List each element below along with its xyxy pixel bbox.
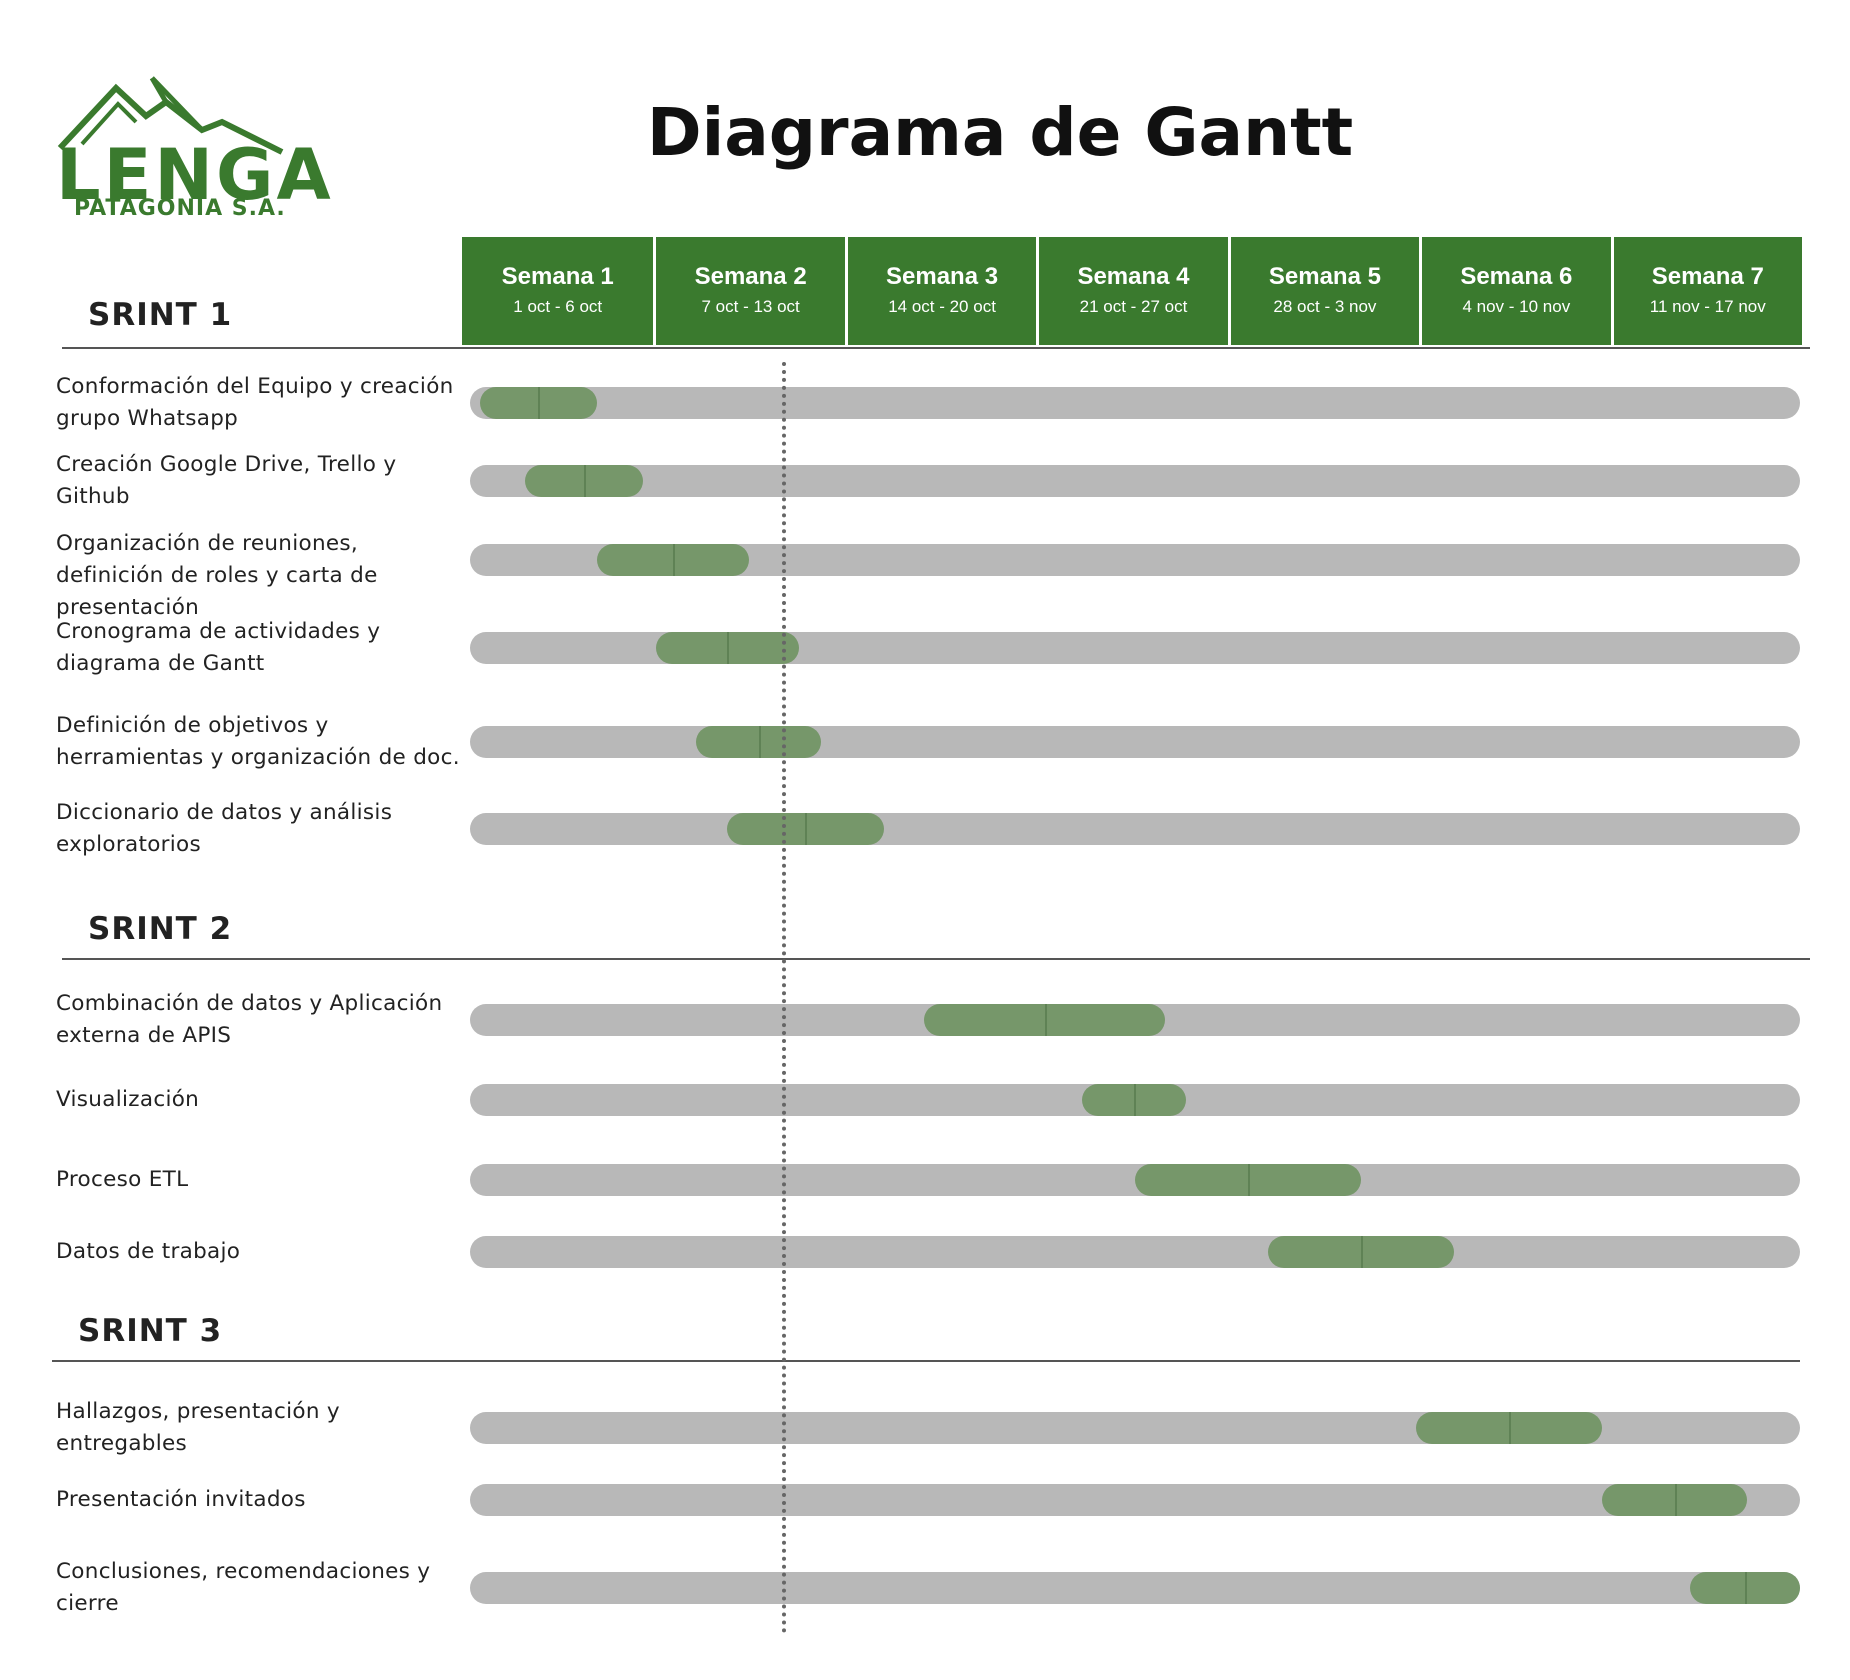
task-label: Visualización <box>56 1087 200 1112</box>
sprint-divider <box>62 347 1810 349</box>
week-label: Semana 5 <box>1268 263 1381 290</box>
task-label: Organización de reuniones, definición de… <box>56 531 378 620</box>
task-track <box>470 1572 1800 1604</box>
bar-divider <box>1361 1236 1364 1268</box>
task-bar <box>1602 1484 1747 1516</box>
bar-divider <box>1509 1412 1512 1444</box>
mountain-logo-icon <box>57 76 284 155</box>
task-bar <box>1689 1572 1800 1604</box>
task-bar <box>656 632 799 664</box>
sprint-heading: SRINT 3 <box>78 1313 223 1349</box>
task-bar <box>1268 1236 1455 1268</box>
bar-divider <box>1044 1004 1047 1036</box>
logo-subtitle: PATAGONIA S.A. <box>74 196 286 221</box>
week-dates: 11 nov - 17 nov <box>1649 297 1766 316</box>
week-label: Semana 3 <box>886 263 999 290</box>
task-label: Hallazgos, presentación y entregables <box>56 1399 340 1456</box>
sprint-heading: SRINT 2 <box>88 911 233 947</box>
logo-wordmark: LENGA <box>56 134 334 216</box>
task-track <box>470 1236 1800 1268</box>
week-label: Semana 2 <box>694 263 807 290</box>
week-header-3: Semana 3 14 oct - 20 oct <box>847 237 1037 345</box>
task-label: Proceso ETL <box>56 1167 189 1192</box>
task-label: Diccionario de datos y análisis explorat… <box>56 800 393 857</box>
company-logo: LENGA PATAGONIA S.A. <box>52 72 331 232</box>
task-label: Conclusiones, recomendaciones y cierre <box>56 1559 431 1616</box>
task-bar <box>1416 1412 1603 1444</box>
week-dates: 1 oct - 6 oct <box>513 297 603 316</box>
task-bar <box>696 726 822 758</box>
task-label: Combinación de datos y Aplicación extern… <box>56 991 443 1048</box>
task-label: Conformación del Equipo y creación grupo… <box>56 374 454 431</box>
task-label: Cronograma de actividades y diagrama de … <box>56 619 381 676</box>
week-label: Semana 1 <box>501 263 614 290</box>
bar-divider <box>758 726 761 758</box>
task-bar <box>1081 1084 1187 1116</box>
week-dates: 14 oct - 20 oct <box>888 297 996 316</box>
week-label: Semana 7 <box>1651 263 1764 290</box>
task-bar <box>525 465 643 497</box>
week-dates: 7 oct - 13 oct <box>701 297 800 316</box>
task-track <box>470 813 1800 845</box>
task-track <box>470 387 1800 419</box>
week-dates: 4 nov - 10 nov <box>1462 297 1571 316</box>
week-header-4: Semana 4 21 oct - 27 oct <box>1039 237 1228 345</box>
week-label: Semana 4 <box>1077 263 1190 290</box>
bar-divider <box>1248 1164 1251 1196</box>
bar-divider <box>673 544 676 576</box>
task-track <box>470 726 1800 758</box>
task-bar <box>924 1004 1166 1036</box>
task-bar <box>597 544 750 576</box>
task-bar <box>726 813 885 845</box>
current-date-marker <box>781 362 786 1634</box>
week-dates: 28 oct - 3 nov <box>1273 297 1377 316</box>
task-label: Presentación invitados <box>56 1487 306 1512</box>
task-track <box>470 465 1800 497</box>
bar-divider <box>727 632 730 664</box>
task-label: Datos de trabajo <box>56 1239 241 1264</box>
week-header-1: Semana 1 1 oct - 6 oct <box>462 237 654 345</box>
task-track <box>470 1484 1800 1516</box>
week-header-5: Semana 5 28 oct - 3 nov <box>1230 237 1420 345</box>
bar-divider <box>1674 1484 1677 1516</box>
sprint-heading: SRINT 1 <box>88 297 233 333</box>
task-label: Creación Google Drive, Trello y Github <box>56 452 397 509</box>
bar-divider <box>1744 1572 1747 1604</box>
task-label: Definición de objetivos y herramientas y… <box>56 713 460 770</box>
sprint-divider <box>62 958 1810 960</box>
sprint-divider <box>52 1360 1800 1362</box>
week-label: Semana 6 <box>1460 263 1573 290</box>
week-header-7: Semana 7 11 nov - 17 nov <box>1613 237 1802 345</box>
bar-divider <box>1134 1084 1137 1116</box>
week-header-2: Semana 2 7 oct - 13 oct <box>656 237 845 345</box>
bar-divider <box>583 465 586 497</box>
task-bar <box>479 387 598 419</box>
week-dates: 21 oct - 27 oct <box>1079 297 1188 316</box>
bar-divider <box>805 813 808 845</box>
bar-divider <box>538 387 541 419</box>
page-title: Diagrama de Gantt <box>646 94 1354 171</box>
week-header-6: Semana 6 4 nov - 10 nov <box>1422 237 1611 345</box>
task-bar <box>1135 1164 1362 1196</box>
